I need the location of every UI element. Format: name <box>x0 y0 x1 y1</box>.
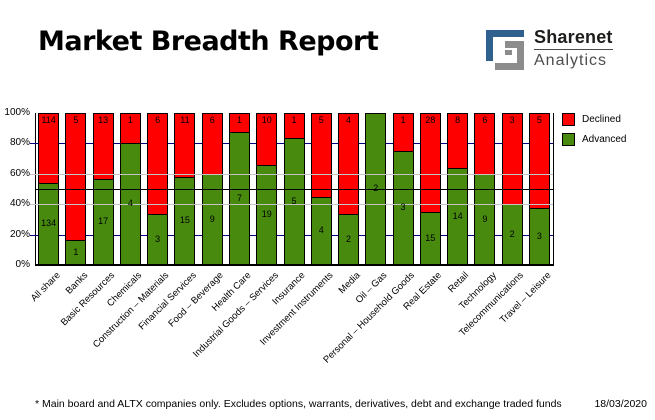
bar-label-declined: 10 <box>261 115 272 125</box>
y-axis-tick-label: 80% <box>9 137 30 149</box>
bar-segment-declined <box>338 113 360 215</box>
bar-label-declined: 114 <box>41 115 56 125</box>
bar-label-advanced: 2 <box>346 233 352 244</box>
legend-label: Advanced <box>582 134 627 145</box>
bar-label-advanced: 5 <box>291 195 297 206</box>
bar-segment-advanced <box>92 179 114 265</box>
plot-right-border <box>553 113 554 266</box>
gridline-minor <box>30 204 553 206</box>
bar-segment-advanced <box>38 183 60 265</box>
bar-label-declined: 6 <box>482 115 488 125</box>
legend-item-declined: Declined <box>562 113 621 126</box>
x-axis-category-label: Travel – Leisure <box>497 270 554 326</box>
bar-label-declined: 13 <box>98 115 109 125</box>
bar-label-advanced: 15 <box>425 232 436 243</box>
bar-segment-declined <box>147 113 169 215</box>
bar-label-advanced: 19 <box>261 209 272 219</box>
bar-label-declined: 6 <box>209 115 215 125</box>
y-axis-tick-label: 40% <box>9 198 30 210</box>
y-axis-tick-label: 100% <box>4 107 30 118</box>
bar-label-declined: 6 <box>155 115 161 125</box>
bar-label-declined: 5 <box>318 115 324 125</box>
bar-label-declined: 28 <box>425 115 436 125</box>
bar-label-advanced: 3 <box>536 230 542 241</box>
bar-label-advanced: 4 <box>318 225 324 235</box>
y-axis-tick-label: 20% <box>9 228 30 240</box>
bar-segment-advanced <box>283 138 305 265</box>
bar-segment-advanced <box>528 208 550 265</box>
bar-label-declined: 1 <box>236 115 242 125</box>
x-axis-line <box>35 264 554 266</box>
bar-segment-advanced <box>447 168 469 265</box>
advanced-swatch-icon <box>562 133 575 146</box>
bar-label-advanced: 14 <box>452 210 463 221</box>
sharenet-logo-text: Sharenet Analytics <box>534 27 613 71</box>
page-title: Market Breadth Report <box>38 26 379 57</box>
bar-label-advanced: 2 <box>509 228 515 239</box>
declined-swatch-icon <box>562 113 575 126</box>
logo-brand-sub: Analytics <box>534 52 608 69</box>
bar-label-declined: 11 <box>180 115 190 125</box>
bar-label-declined: 3 <box>509 115 515 125</box>
legend-label: Declined <box>582 114 621 125</box>
bar-label-advanced: 9 <box>209 213 215 224</box>
bar-label-declined: 5 <box>73 115 79 125</box>
bar-segment-advanced <box>65 240 87 265</box>
bar-label-advanced: 3 <box>155 233 161 244</box>
bar-segment-advanced <box>310 197 332 265</box>
bar-segment-declined <box>501 113 523 205</box>
gridline-minor <box>30 173 553 175</box>
bar-label-advanced: 15 <box>179 215 190 225</box>
bar-segment-advanced <box>256 165 278 265</box>
y-axis-tick-label: 0% <box>15 259 30 270</box>
bar-label-declined: 1 <box>400 115 406 125</box>
footnote: * Main board and ALTX companies only. Ex… <box>35 398 562 410</box>
bar-label-advanced: 1 <box>73 246 79 257</box>
sharenet-logo: Sharenet Analytics <box>484 27 613 71</box>
bar-label-declined: 1 <box>127 115 133 125</box>
x-axis-category-label: All share <box>28 270 63 304</box>
bar-segment-advanced <box>119 143 141 265</box>
bar-segment-declined <box>528 113 550 209</box>
bar-label-advanced: 4 <box>127 198 133 208</box>
bar-label-declined: 4 <box>346 115 352 125</box>
bar-segment-advanced <box>147 214 169 265</box>
bar-label-advanced: 2 <box>373 183 379 193</box>
bar-label-advanced: 9 <box>482 213 488 224</box>
bar-segment-declined <box>419 113 441 213</box>
legend-item-advanced: Advanced <box>562 133 626 146</box>
bar-label-advanced: 7 <box>236 192 242 203</box>
bar-label-declined: 8 <box>455 115 461 125</box>
y-axis-tick-label: 60% <box>9 167 30 179</box>
bar-label-declined: 1 <box>291 115 297 125</box>
bar-segment-declined <box>65 113 87 241</box>
sharenet-logo-icon <box>486 30 524 70</box>
bar-segment-advanced <box>392 151 414 265</box>
bar-label-advanced: 134 <box>41 218 57 228</box>
bar-segment-advanced <box>419 212 441 265</box>
bar-label-advanced: 3 <box>400 202 406 212</box>
bar-segment-advanced <box>228 132 250 265</box>
x-axis-category-label: Retail <box>446 270 472 295</box>
reference-line-50pct <box>35 189 553 190</box>
report-date: 18/03/2020 <box>594 398 647 410</box>
bar-segment-advanced <box>174 177 196 265</box>
bar-segment-advanced <box>338 214 360 265</box>
logo-brand-name: Sharenet <box>534 27 613 50</box>
bar-label-advanced: 17 <box>98 216 109 226</box>
bar-label-declined: 5 <box>536 115 542 125</box>
